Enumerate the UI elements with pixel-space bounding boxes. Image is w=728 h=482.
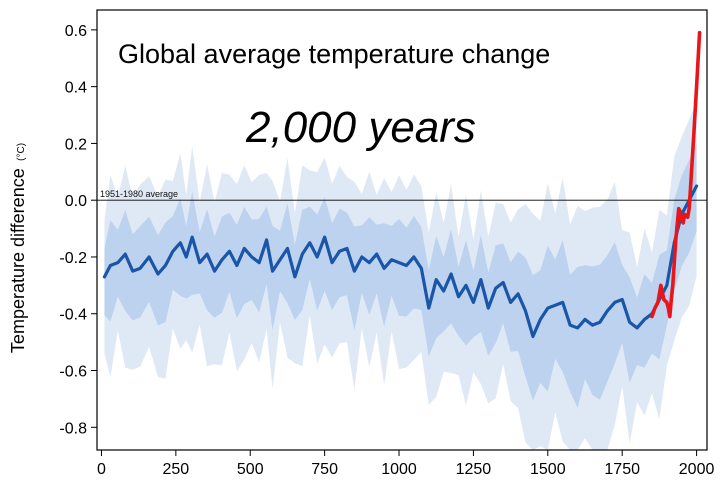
x-tick-label: 750 (311, 461, 338, 478)
y-tick-label: 0.2 (65, 136, 87, 153)
instrumental-line (650, 30, 702, 319)
y-tick-label: 0.4 (65, 80, 87, 97)
axes: 0.6 0.4 0.2 0.0 -0.2 -0.4 -0.6 -0.8 0 250 500 750 10… (59, 9, 715, 478)
inner-uncertainty-band (104, 144, 697, 409)
y-tick-label: -0.4 (59, 307, 87, 324)
series-lines (102, 30, 702, 339)
x-tick-label: 1500 (530, 461, 566, 478)
y-axis-label-unit: (°C) (16, 143, 27, 161)
y-axis-label: Temperature difference (°C) (8, 143, 28, 353)
y-tick-label: 0.6 (65, 23, 87, 40)
chart-title: Global average temperature change (118, 39, 550, 69)
x-tick-label: 1750 (604, 461, 640, 478)
x-tick-label: 250 (163, 461, 190, 478)
reference-line-label: 1951-1980 average (100, 189, 178, 199)
y-tick-label: 0.0 (65, 193, 87, 210)
uncertainty-bands (104, 102, 697, 450)
y-axis-label-text: Temperature difference (8, 168, 28, 353)
y-tick-label: -0.2 (59, 250, 87, 267)
reference-line-group: 1951-1980 average (97, 189, 707, 201)
y-tick-label: -0.6 (59, 364, 87, 381)
plot-frame (96, 9, 708, 451)
x-tick-label: 2000 (679, 461, 715, 478)
x-tick-label: 500 (237, 461, 264, 478)
x-tick-label: 1250 (456, 461, 492, 478)
y-tick-label: -0.8 (59, 420, 87, 437)
chart-subtitle: 2,000 years (245, 103, 476, 152)
x-tick-label: 1000 (381, 461, 417, 478)
x-tick-label: 0 (97, 461, 106, 478)
median-line (102, 184, 699, 339)
